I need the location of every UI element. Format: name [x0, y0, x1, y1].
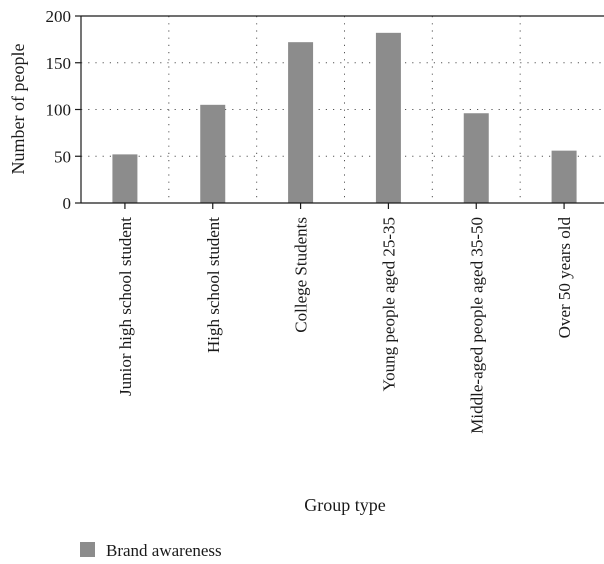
gridlines: [81, 16, 604, 203]
bar: [112, 154, 138, 203]
bar: [375, 32, 401, 203]
y-tick-labels: 0 50 100 150 200: [46, 7, 81, 213]
bar: [288, 42, 314, 204]
x-tick-label: Junior high school student: [116, 217, 135, 396]
legend-label: Brand awareness: [106, 541, 222, 560]
bar: [200, 104, 226, 203]
y-axis-label: Number of people: [8, 44, 28, 175]
x-tick-label: High school student: [204, 217, 223, 353]
axes: [80, 15, 604, 204]
y-tick-label: 200: [46, 7, 72, 26]
bar: [551, 150, 577, 203]
legend: Brand awareness: [80, 541, 222, 560]
bar: [463, 113, 489, 203]
x-axis-label: Group type: [304, 495, 385, 515]
y-tick-label: 150: [46, 54, 72, 73]
legend-swatch: [80, 542, 95, 557]
x-tick-label: College Students: [292, 217, 311, 333]
x-tick-labels: Junior high school student High school st…: [116, 203, 574, 434]
x-tick-label: Middle-aged people aged 35-50: [467, 217, 486, 434]
bars: [112, 32, 577, 204]
x-tick-label: Young people aged 25-35: [379, 217, 398, 391]
x-tick-label: Over 50 years old: [555, 217, 574, 339]
y-tick-label: 100: [46, 101, 72, 120]
y-tick-label: 0: [63, 194, 72, 213]
y-tick-label: 50: [54, 147, 71, 166]
